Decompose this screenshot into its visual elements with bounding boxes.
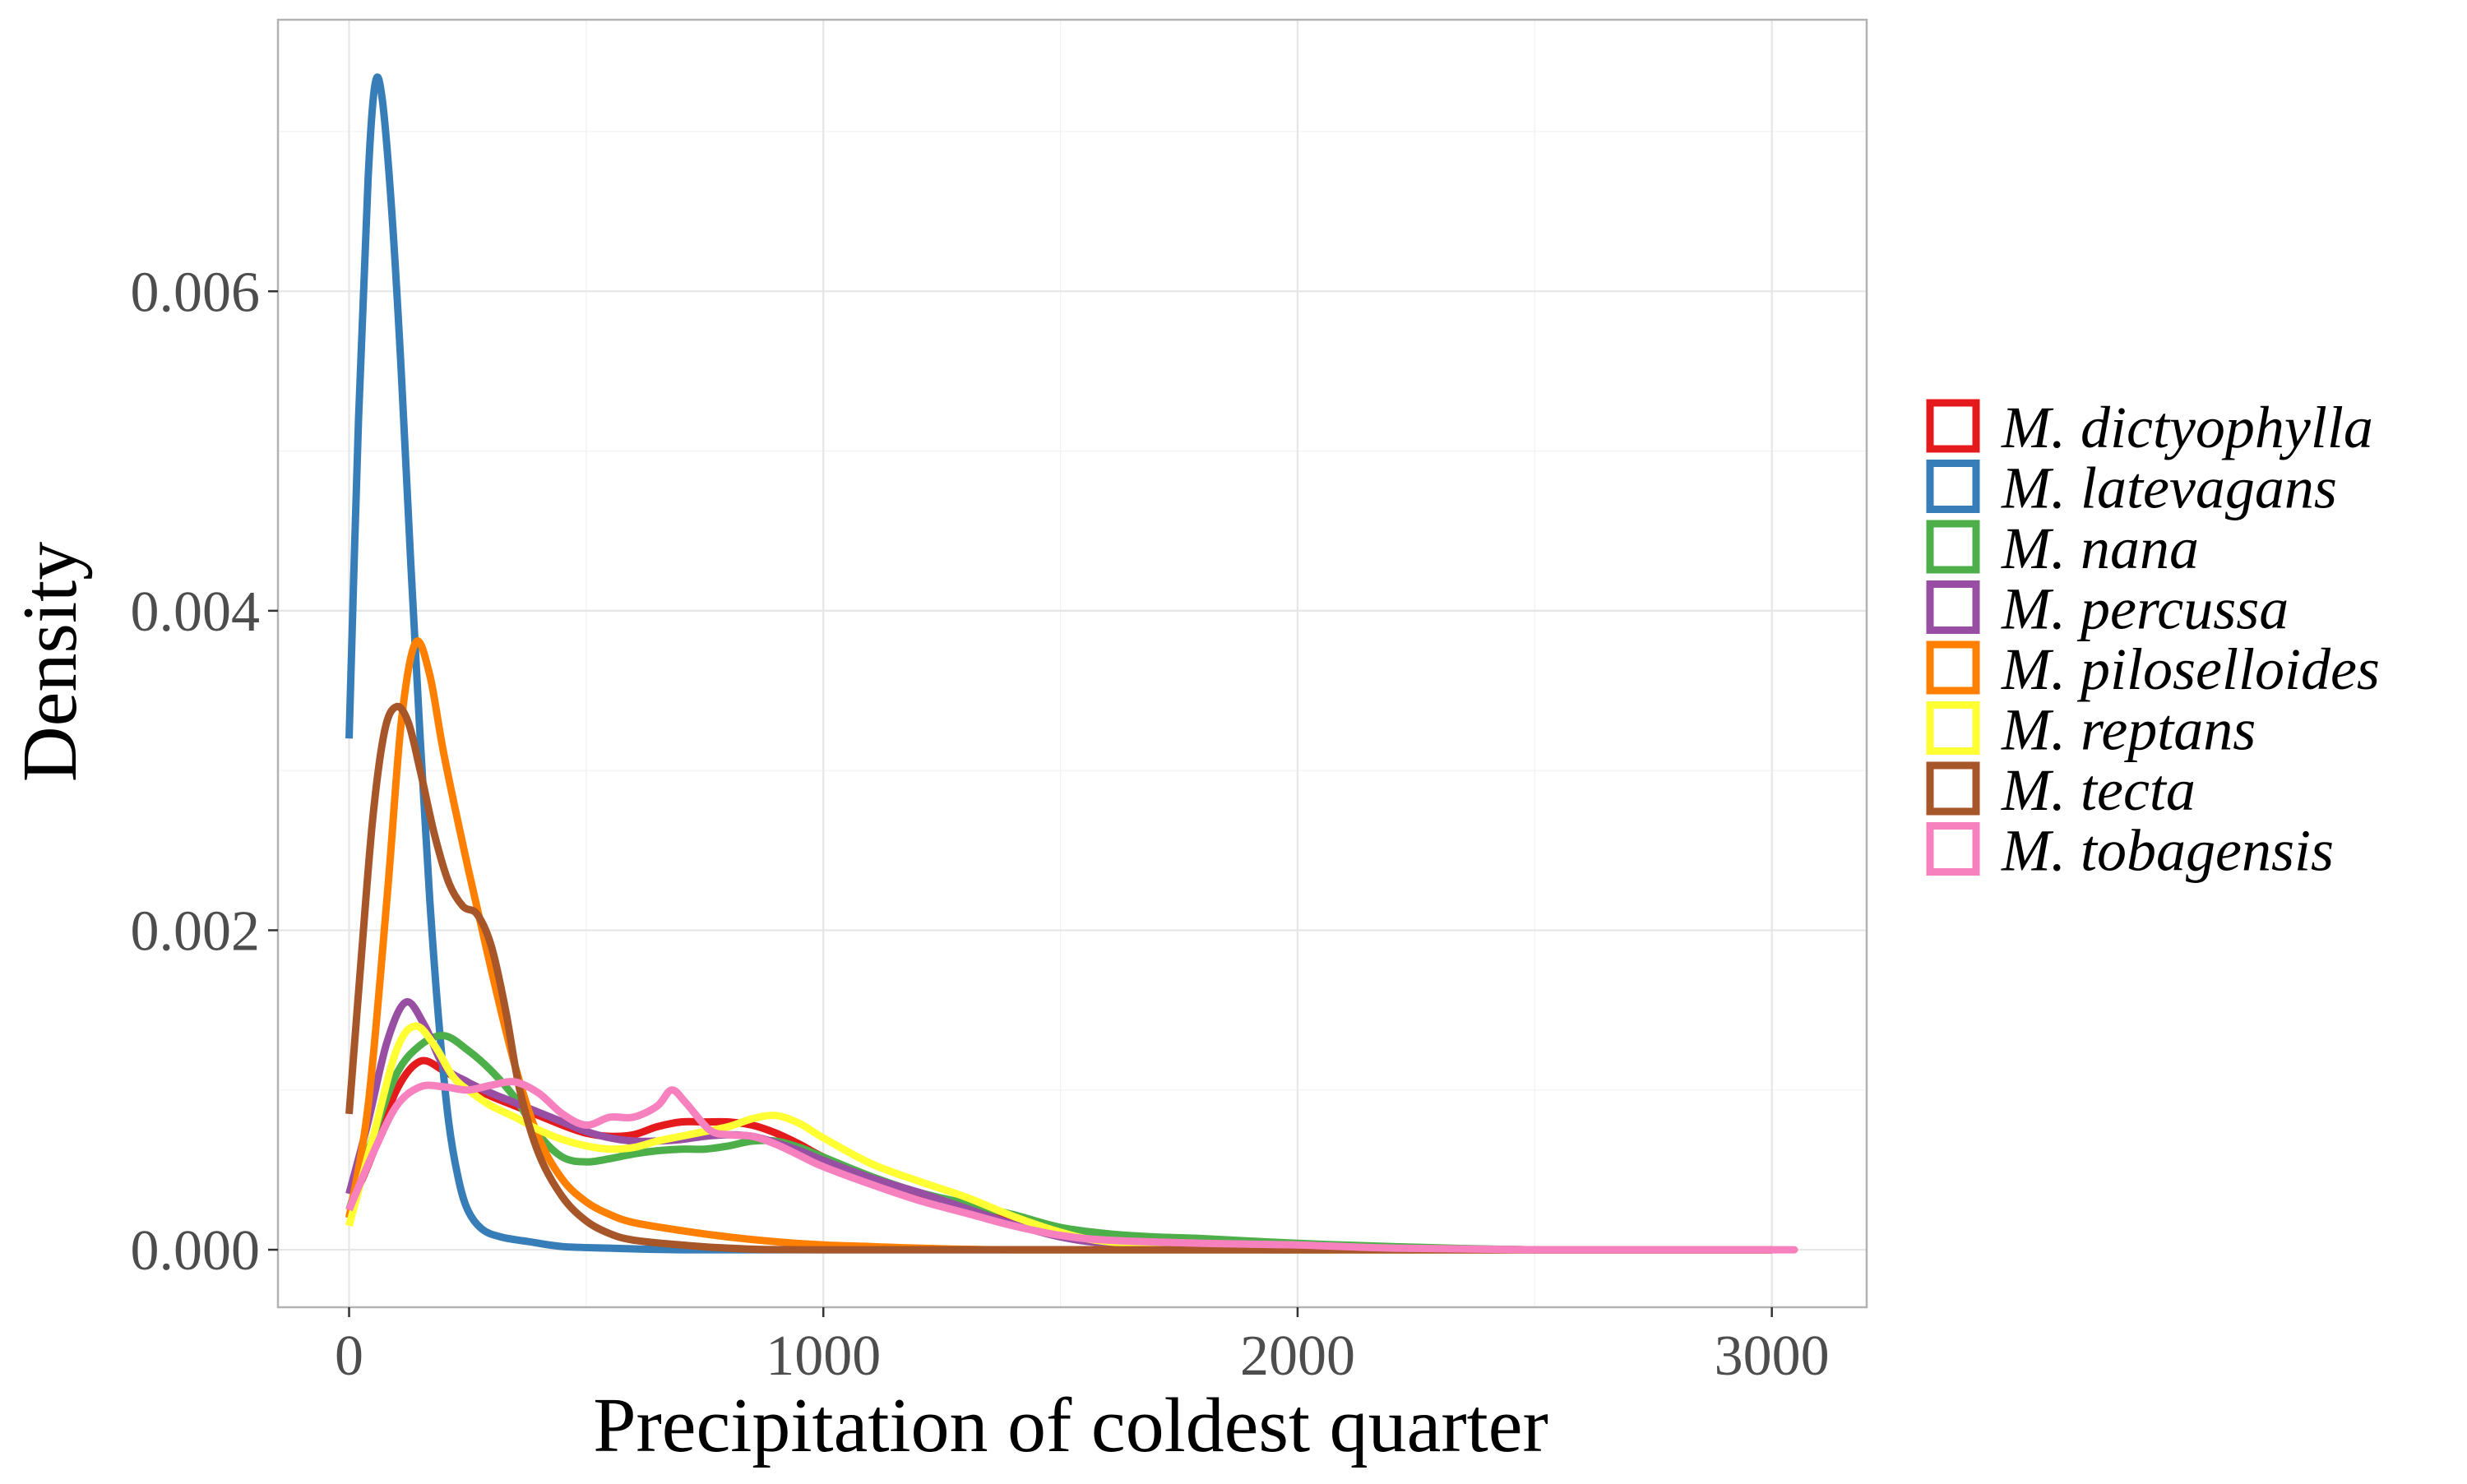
x-tick-label: 3000 [1715,1325,1830,1388]
x-tick-label: 0 [335,1325,363,1388]
legend-key-m-nana [1926,520,1980,574]
series-line-m-nana [345,1032,1772,1254]
series-line-m-tobagensis [345,1078,1798,1254]
legend-label-m-reptans: M. reptans [2001,697,2256,763]
y-axis-title: Density [7,542,93,782]
legend-label-m-latevagans: M. latevagans [2001,455,2337,521]
series-line-m-tecta [345,702,1772,1254]
legend-key-m-tecta [1926,761,1980,816]
legend-label-m-tecta: M. tecta [2001,757,2196,823]
legend-label-m-dictyophylla: M. dictyophylla [2001,395,2373,460]
y-tick-label: 0.002 [131,899,261,963]
y-axis-ticks: 0.000 0.002 0.004 0.006 [131,261,278,1283]
legend-key-m-piloselloides [1926,640,1980,695]
x-tick-label: 2000 [1240,1325,1355,1388]
legend-label-m-nana: M. nana [2001,515,2199,581]
legend-key-m-dictyophylla [1926,399,1980,453]
plot-panel-border [276,18,1868,1309]
y-tick-label: 0.004 [131,580,261,644]
x-tick-label: 1000 [766,1325,881,1388]
series-lines [345,73,1798,1254]
grid-lines [278,20,1867,1307]
legend-key-m-percussa [1926,580,1980,634]
legend-key-m-reptans [1926,701,1980,755]
y-tick-label: 0.006 [131,261,261,324]
legend-key-m-tobagensis [1926,822,1980,876]
x-axis-ticks: 0 1000 2000 3000 [335,1307,1830,1388]
legend-key-m-latevagans [1926,460,1980,513]
x-axis-title: Precipitation of coldest quarter [593,1383,1548,1468]
legend-label-m-tobagensis: M. tobagensis [2001,818,2334,884]
legend-label-m-piloselloides: M. piloselloides [2001,636,2380,702]
y-tick-label: 0.000 [131,1219,261,1283]
legend-label-m-percussa: M. percussa [2001,576,2289,642]
